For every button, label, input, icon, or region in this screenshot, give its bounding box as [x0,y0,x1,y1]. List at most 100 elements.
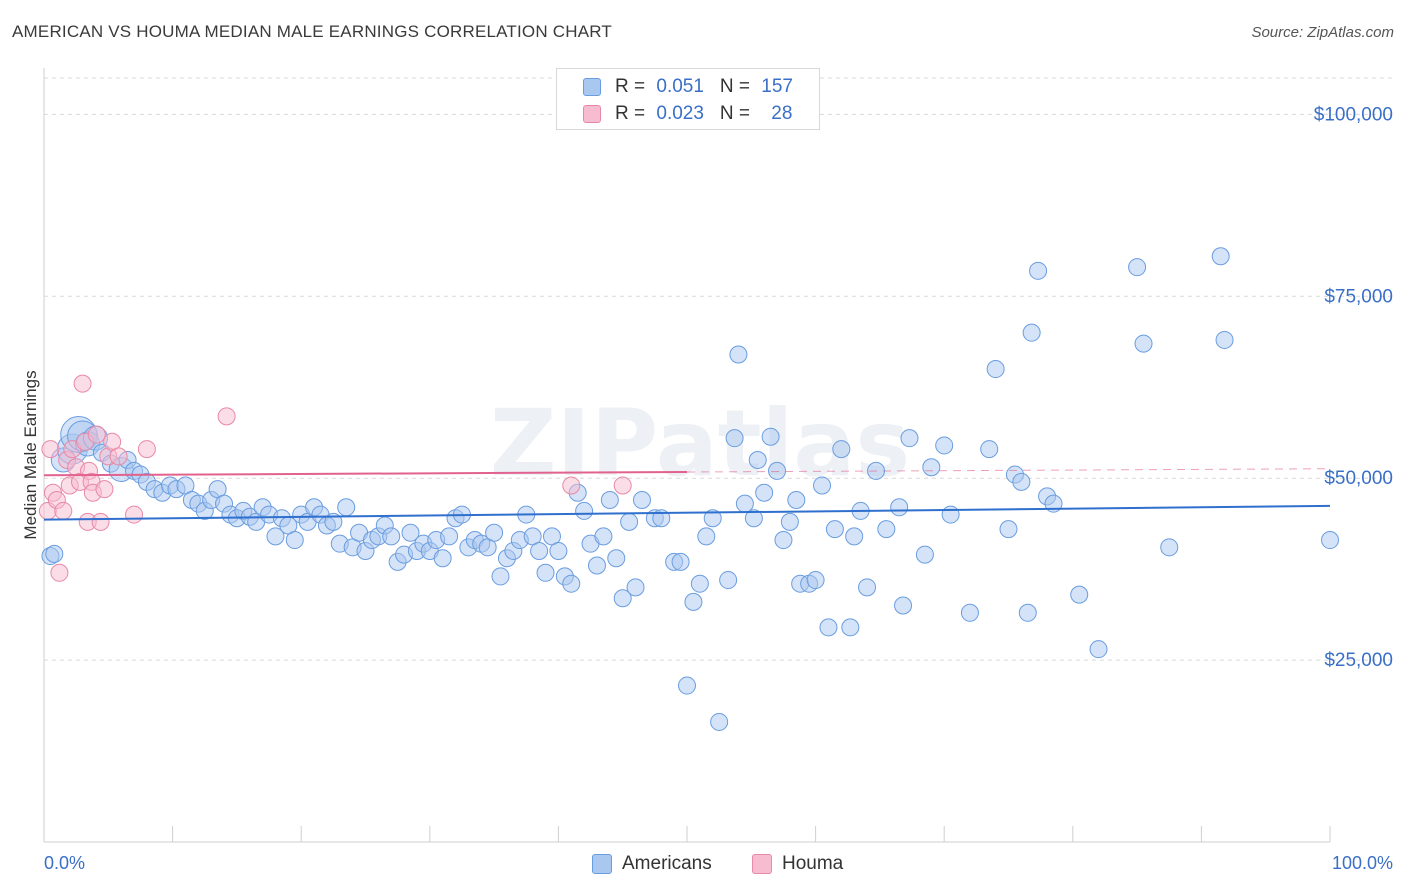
american-point [266,527,285,546]
american-point [986,360,1005,379]
legend-n-value: 157 [761,76,793,97]
american-point [433,549,452,568]
american-point [729,345,748,364]
houma-point [217,407,236,426]
houma-point [87,425,106,444]
y-tick-label: $100,000 [1314,104,1393,125]
american-point [594,527,613,546]
american-point [755,483,774,502]
bottom-legend-americans[interactable]: Americans [592,851,712,877]
houma-point [73,374,92,393]
trend-lines [43,468,1331,521]
american-point [780,512,799,531]
legend-r-value: 0.051 [656,76,704,97]
american-point [1211,247,1230,266]
american-point [858,578,877,597]
american-point [600,491,619,510]
legend-n-label: N = [719,103,756,124]
american-point [45,544,64,563]
american-point [285,531,304,550]
grid-lines [44,77,1392,661]
houma-point [50,563,69,582]
american-point [761,427,780,446]
american-point [401,523,420,542]
y-tick-label: $50,000 [1324,468,1393,489]
american-point [825,520,844,539]
houma-points [38,374,632,582]
american-point [1022,323,1041,342]
american-point [626,578,645,597]
houma-point [109,447,128,466]
american-point [549,541,568,560]
legend-row-americans: R = 0.051 N = 157 [583,75,793,99]
american-point [485,523,504,542]
american-point [1321,531,1339,550]
houma-trend-line-extension [686,468,1331,473]
american-point [1070,585,1089,604]
american-point [1089,640,1108,659]
houma-point [613,476,632,495]
houma-point [137,440,156,459]
american-point [900,429,919,448]
american-point [744,509,763,528]
american-point [620,512,639,531]
american-point [710,712,729,731]
american-point [806,571,825,590]
x-tick-label-left: 0.0% [44,853,85,873]
american-point [845,527,864,546]
american-point [697,527,716,546]
x-tick-label-right: 100.0% [1332,853,1393,873]
legend-n-label: N = [719,76,756,97]
y-tick-labels: $25,000 $50,000 $75,000 $100,000 [1314,104,1393,671]
american-point [941,505,960,524]
y-tick-label: $25,000 [1324,650,1393,671]
american-point [703,509,722,528]
american-point [774,531,793,550]
legend-n-value: 28 [771,103,793,124]
american-point [813,476,832,495]
american-point [575,501,594,520]
american-point [877,520,896,539]
houma-point [91,512,110,531]
american-point [671,552,690,571]
american-point [890,498,909,517]
bottom-legend-swatch-houma [752,854,772,874]
american-point [607,549,626,568]
y-tick-label: $75,000 [1324,286,1393,307]
american-point [491,567,510,586]
houma-trend-line [43,471,688,477]
legend-swatch-houma [583,105,601,123]
american-point [960,603,979,622]
american-point [562,574,581,593]
american-point [787,491,806,510]
american-point [819,618,838,637]
american-point [915,545,934,564]
american-point [999,520,1018,539]
american-point [1215,330,1234,349]
legend-swatch-americans [583,78,601,96]
american-point [735,494,754,513]
american-point [935,436,954,455]
american-point [1134,334,1153,353]
american-point [980,440,999,459]
legend-r-label: R = [615,103,651,124]
bottom-legend-houma[interactable]: Houma [752,851,843,877]
american-point [536,563,555,582]
american-point [587,556,606,575]
bottom-legend-label-americans: Americans [622,853,712,874]
american-point [894,596,913,615]
american-point [1160,538,1179,557]
bottom-legend-label-houma: Houma [782,853,844,874]
legend-r-value: 0.023 [656,103,704,124]
american-point [725,429,744,448]
american-point [440,527,459,546]
houma-point [562,476,581,495]
american-point [632,491,651,510]
chart-title: AMERICAN VS HOUMA MEDIAN MALE EARNINGS C… [12,22,612,41]
american-point [337,498,356,517]
american-point [690,574,709,593]
legend-row-houma: R = 0.023 N = 28 [583,102,792,126]
source-label: Source: ZipAtlas.com [1251,24,1394,41]
american-point [768,461,787,480]
